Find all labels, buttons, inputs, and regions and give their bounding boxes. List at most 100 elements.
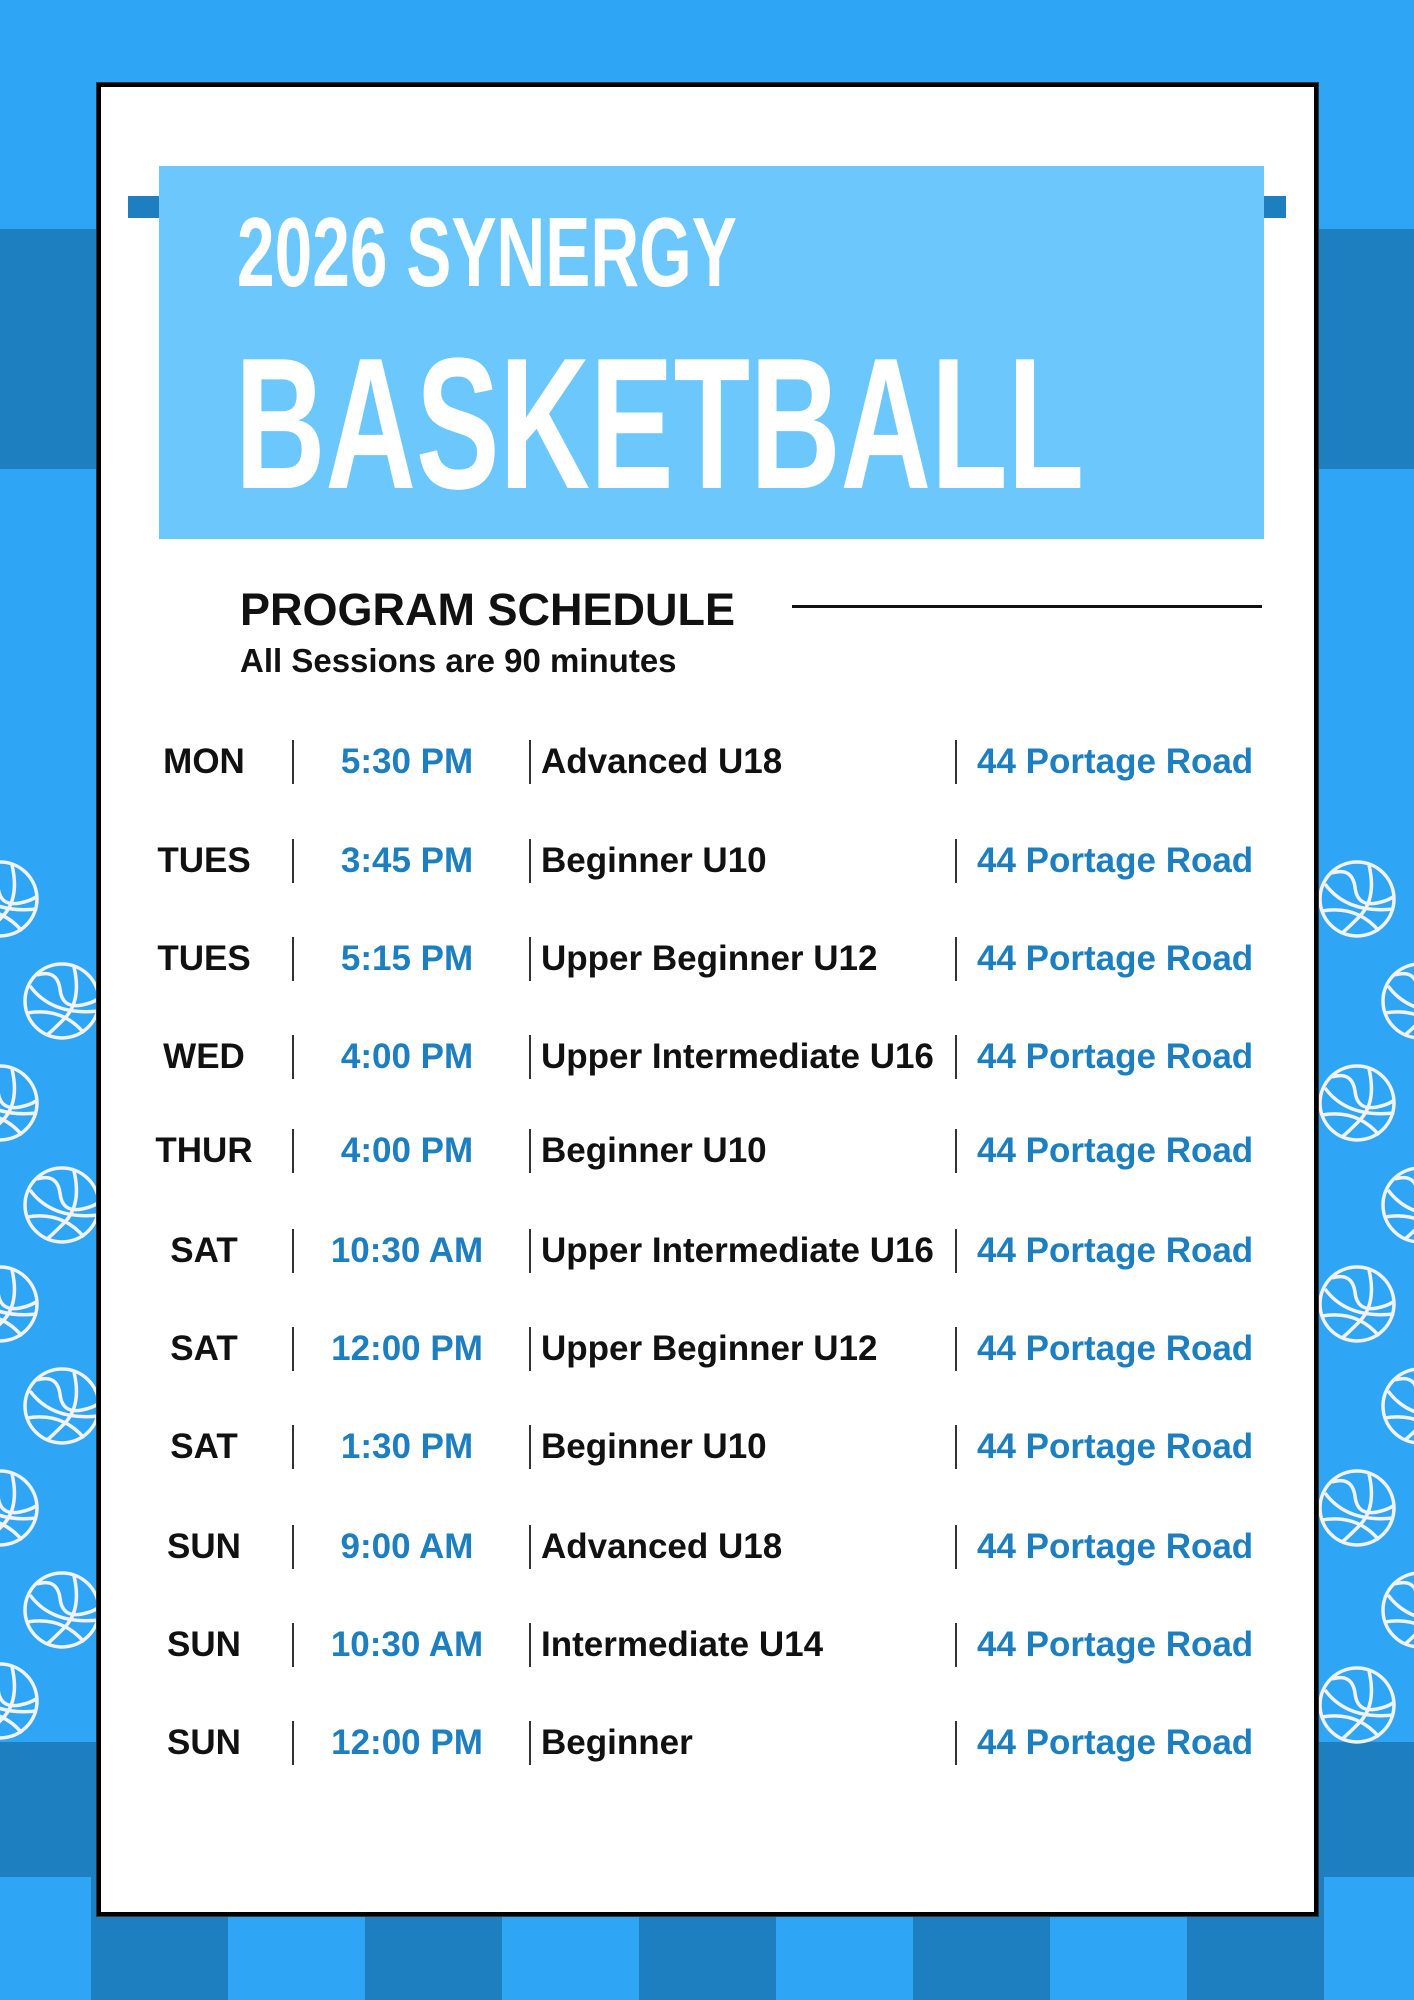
table-row: SAT 12:00 PM Upper Beginner U12 44 Portage …	[101, 1327, 1314, 1371]
table-row: SAT 1:30 PM Beginner U10 44 Portage Road	[101, 1425, 1314, 1469]
basketball-icon	[0, 1468, 40, 1548]
day-cell: SAT	[170, 1427, 238, 1466]
column-divider	[529, 839, 531, 883]
header-box: 2026 SYNERGY BASKETBALL	[159, 166, 1264, 539]
basketball-icon	[1380, 1570, 1414, 1650]
day-cell: MON	[163, 742, 245, 781]
program-cell: Beginner U10	[541, 841, 767, 880]
column-divider	[529, 1525, 531, 1569]
day-cell: TUES	[157, 939, 251, 978]
time-cell: 4:00 PM	[340, 1131, 474, 1170]
table-row: SUN 12:00 PM Beginner 44 Portage Road	[101, 1721, 1314, 1765]
table-row: MON 5:30 PM Advanced U18 44 Portage Road	[101, 740, 1314, 784]
column-divider	[529, 1035, 531, 1079]
basketball-icon	[0, 859, 40, 939]
time-cell: 10:30 AM	[330, 1231, 484, 1270]
basketball-icon	[1317, 1665, 1397, 1745]
table-row: SAT 10:30 AM Upper Intermediate U16 44 Port…	[101, 1229, 1314, 1273]
basketball-icon	[0, 1661, 40, 1741]
basketball-icon	[1317, 1468, 1397, 1548]
program-cell: Upper Beginner U12	[541, 1329, 878, 1368]
time-cell: 12:00 PM	[331, 1329, 483, 1368]
column-divider	[292, 839, 294, 883]
column-divider	[955, 1035, 957, 1079]
time-cell: 3:45 PM	[340, 841, 474, 880]
page-title: BASKETBALL	[235, 319, 1085, 528]
column-divider	[529, 937, 531, 981]
schedule-subheading: All Sessions are 90 minutes	[240, 642, 677, 679]
basketball-icon	[22, 1366, 102, 1446]
day-cell: SUN	[167, 1723, 241, 1762]
basketball-icon	[22, 961, 102, 1041]
basketball-icon	[0, 1264, 40, 1344]
basketball-icon	[1380, 1165, 1414, 1245]
time-cell: 10:30 AM	[330, 1625, 484, 1664]
day-cell: WED	[163, 1037, 245, 1076]
location-cell: 44 Portage Road	[977, 1427, 1254, 1466]
program-cell: Beginner U10	[541, 1131, 767, 1170]
basketball-icon	[1380, 961, 1414, 1041]
year-line: 2026 SYNERGY	[237, 197, 737, 307]
location-cell: 44 Portage Road	[977, 1131, 1254, 1170]
column-divider	[529, 1623, 531, 1667]
heading-rule	[792, 605, 1262, 608]
column-divider	[955, 1623, 957, 1667]
column-divider	[955, 1525, 957, 1569]
column-divider	[292, 1623, 294, 1667]
location-cell: 44 Portage Road	[977, 742, 1254, 781]
column-divider	[529, 740, 531, 784]
location-cell: 44 Portage Road	[977, 1625, 1254, 1664]
program-cell: Upper Beginner U12	[541, 939, 878, 978]
column-divider	[955, 1229, 957, 1273]
column-divider	[955, 1721, 957, 1765]
column-divider	[529, 1229, 531, 1273]
column-divider	[292, 1425, 294, 1469]
column-divider	[292, 1229, 294, 1273]
location-cell: 44 Portage Road	[977, 841, 1254, 880]
location-cell: 44 Portage Road	[977, 939, 1254, 978]
day-cell: SUN	[167, 1527, 241, 1566]
location-cell: 44 Portage Road	[977, 1231, 1254, 1270]
column-divider	[529, 1425, 531, 1469]
program-cell: Beginner U10	[541, 1427, 767, 1466]
basketball-icon	[22, 1570, 102, 1650]
column-divider	[292, 1721, 294, 1765]
column-divider	[955, 1425, 957, 1469]
time-cell: 9:00 AM	[340, 1527, 474, 1566]
column-divider	[955, 740, 957, 784]
basketball-icon	[1380, 1366, 1414, 1446]
table-row: TUES 5:15 PM Upper Beginner U12 44 Portage …	[101, 937, 1314, 981]
column-divider	[529, 1327, 531, 1371]
program-cell: Intermediate U14	[541, 1625, 824, 1664]
schedule-heading: PROGRAM SCHEDULE	[240, 584, 736, 635]
basketball-icon	[1317, 1063, 1397, 1143]
time-cell: 4:00 PM	[340, 1037, 474, 1076]
day-cell: TUES	[157, 841, 251, 880]
day-cell: SAT	[170, 1231, 238, 1270]
column-divider	[292, 937, 294, 981]
column-divider	[292, 1327, 294, 1371]
location-cell: 44 Portage Road	[977, 1527, 1254, 1566]
day-cell: SUN	[167, 1625, 241, 1664]
time-cell: 12:00 PM	[331, 1723, 483, 1762]
program-cell: Upper Intermediate U16	[541, 1231, 934, 1270]
basketball-icon	[22, 1165, 102, 1245]
time-cell: 5:30 PM	[340, 742, 474, 781]
table-row: THUR 4:00 PM Beginner U10 44 Portage Road	[101, 1129, 1314, 1173]
column-divider	[292, 740, 294, 784]
program-cell: Beginner	[541, 1723, 693, 1762]
column-divider	[529, 1129, 531, 1173]
program-cell: Upper Intermediate U16	[541, 1037, 934, 1076]
column-divider	[955, 1327, 957, 1371]
location-cell: 44 Portage Road	[977, 1329, 1254, 1368]
table-row: WED 4:00 PM Upper Intermediate U16 44 Porta…	[101, 1035, 1314, 1079]
day-cell: SAT	[170, 1329, 238, 1368]
table-row: SUN 10:30 AM Intermediate U14 44 Portage Ro…	[101, 1623, 1314, 1667]
day-cell: THUR	[155, 1131, 253, 1170]
time-cell: 5:15 PM	[340, 939, 474, 978]
column-divider	[955, 937, 957, 981]
column-divider	[292, 1035, 294, 1079]
time-cell: 1:30 PM	[340, 1427, 474, 1466]
table-row: TUES 3:45 PM Beginner U10 44 Portage Road	[101, 839, 1314, 883]
basketball-icon	[1317, 859, 1397, 939]
